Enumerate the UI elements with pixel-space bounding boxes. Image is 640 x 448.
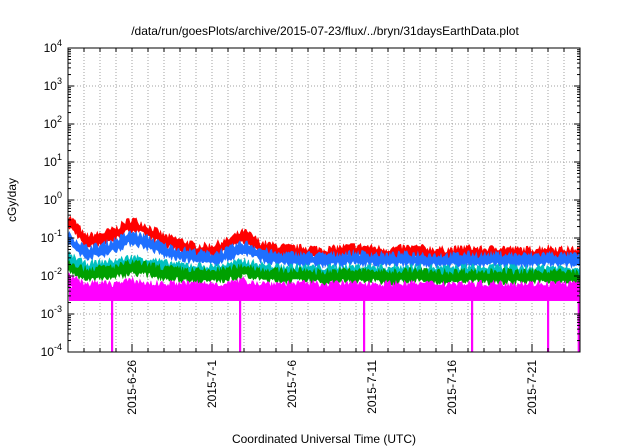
x-axis-label: Coordinated Universal Time (UTC): [232, 432, 416, 446]
x-tick-label: 2015-7-16: [445, 360, 459, 415]
dropout-line: [471, 295, 474, 352]
y-tick-mantissa: 10: [44, 193, 58, 207]
dropout-line: [547, 295, 550, 352]
y-tick-mantissa: 10: [41, 307, 55, 321]
x-tick-label: 2015-7-11: [365, 360, 379, 414]
y-tick-mantissa: 10: [41, 345, 55, 359]
x-tick-label: 2015-7-6: [285, 360, 299, 408]
y-tick-exponent: -3: [54, 304, 62, 314]
x-axis: 2015-6-26 2015-7-1 2015-7-6 2015-7-11 2015-7…: [67, 48, 581, 415]
y-tick-mantissa: 10: [41, 269, 55, 283]
y-tick-exponent: 3: [57, 76, 62, 86]
y-tick-exponent: 2: [57, 114, 62, 124]
y-tick-mantissa: 10: [44, 155, 58, 169]
y-tick-label: 102: [44, 114, 62, 131]
y-tick-label: 10-2: [41, 266, 62, 283]
y-tick-exponent: 1: [57, 152, 62, 162]
y-tick-mantissa: 10: [44, 117, 58, 131]
y-tick-label: 104: [44, 38, 62, 55]
dropout-line: [239, 295, 242, 352]
y-tick-label: 10-4: [41, 342, 62, 359]
y-tick-label: 100: [44, 190, 62, 207]
y-tick-exponent: -2: [54, 266, 62, 276]
magenta-floor: [69, 287, 579, 301]
dropout-layer: [69, 287, 580, 352]
x-tick-label: 2015-7-21: [525, 360, 539, 415]
x-tick-label: 2015-6-26: [125, 360, 139, 415]
y-axis-label: cGy/day: [5, 178, 19, 222]
chart-title: /data/run/goesPlots/archive/2015-07-23/f…: [131, 24, 519, 38]
dropout-line: [363, 295, 366, 352]
y-tick-mantissa: 10: [41, 231, 55, 245]
grid-lines: [68, 48, 580, 352]
y-tick-exponent: 4: [57, 38, 62, 48]
y-tick-mantissa: 10: [44, 79, 58, 93]
dropout-line: [111, 295, 114, 352]
y-tick-exponent: 0: [57, 190, 62, 200]
y-tick-label: 103: [44, 76, 62, 93]
y-tick-exponent: -1: [54, 228, 62, 238]
dropout-line: [577, 295, 580, 352]
y-tick-mantissa: 10: [44, 41, 58, 55]
x-tick-label: 2015-7-1: [205, 360, 219, 408]
y-tick-label: 10-1: [41, 228, 62, 245]
y-tick-label: 101: [44, 152, 62, 169]
y-tick-exponent: -4: [54, 342, 62, 352]
y-tick-label: 10-3: [41, 304, 62, 321]
